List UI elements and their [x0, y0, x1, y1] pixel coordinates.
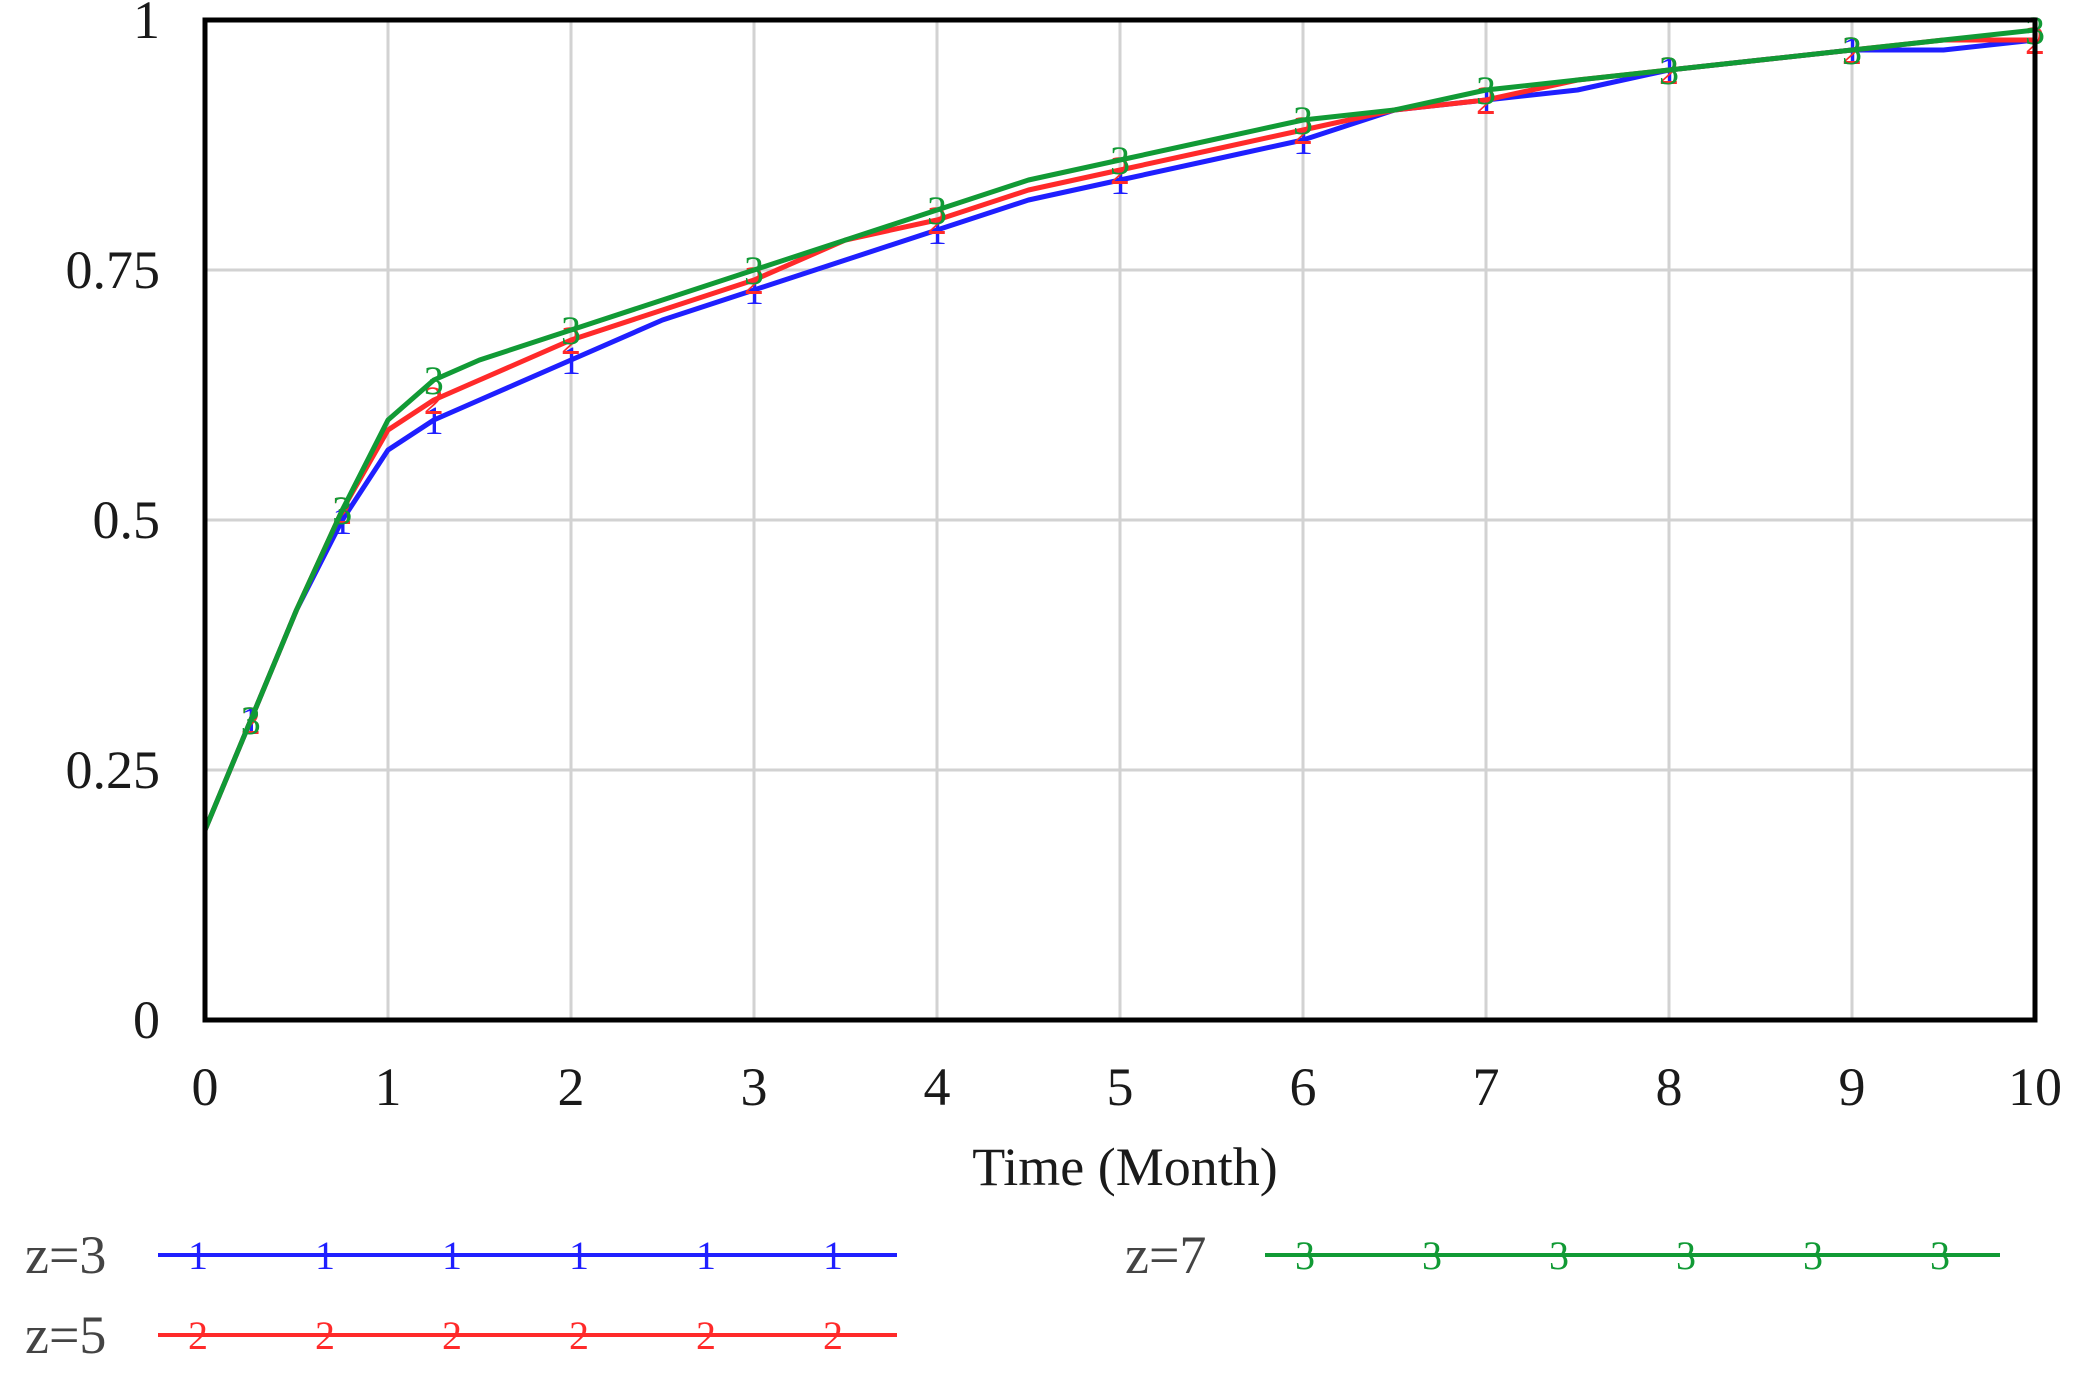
x-tick-label: 9	[1839, 1057, 1866, 1117]
data-point-marker: 3	[1293, 98, 1313, 143]
x-axis-title: Time (Month)	[972, 1137, 1278, 1197]
data-point-marker: 3	[561, 308, 581, 353]
legend-label: z=7	[1125, 1225, 1206, 1285]
x-tick-label: 2	[558, 1057, 585, 1117]
data-point-marker: 3	[1659, 48, 1679, 93]
legend-marker: 3	[1549, 1233, 1569, 1278]
data-point-marker: 1	[332, 498, 352, 543]
data-point-marker: 3	[1842, 28, 1862, 73]
legend: z=3 1 1 1 1 1 1 z=5 2 2 2 2 2 2 z=7 3 3 3 3 3 3	[25, 1225, 2000, 1365]
x-tick-label: 3	[741, 1057, 768, 1117]
legend-marker: 1	[188, 1233, 208, 1278]
series-line-z=7	[202, 27, 2036, 831]
y-tick-label: 1	[133, 0, 160, 50]
legend-marker: 1	[823, 1233, 843, 1278]
legend-label: z=5	[25, 1305, 106, 1365]
x-tick-label: 5	[1107, 1057, 1134, 1117]
y-tick-label: 0	[133, 990, 160, 1050]
x-tick-label: 0	[192, 1057, 219, 1117]
y-tick-label: 0.25	[66, 740, 161, 800]
legend-marker: 3	[1930, 1233, 1950, 1278]
data-point-marker: 3	[424, 358, 444, 403]
data-point-marker: 1	[561, 338, 581, 383]
legend-marker: 1	[569, 1233, 589, 1278]
data-point-marker: 1	[424, 398, 444, 443]
legend-label: z=3	[25, 1225, 106, 1285]
x-tick-label: 7	[1473, 1057, 1500, 1117]
legend-marker: 1	[696, 1233, 716, 1278]
data-point-marker: 3	[332, 488, 352, 533]
plot-frame	[202, 17, 2038, 1023]
y-tick-label: 0.75	[66, 240, 161, 300]
legend-marker: 2	[442, 1313, 462, 1358]
x-tick-label: 10	[2008, 1057, 2062, 1117]
gridlines	[205, 20, 2035, 1020]
legend-marker: 2	[696, 1313, 716, 1358]
data-point-marker: 3	[241, 698, 261, 743]
legend-marker: 1	[442, 1233, 462, 1278]
y-tick-label: 0.5	[93, 490, 161, 550]
x-tick-label: 6	[1290, 1057, 1317, 1117]
legend-marker: 2	[823, 1313, 843, 1358]
legend-marker: 2	[569, 1313, 589, 1358]
legend-marker: 2	[315, 1313, 335, 1358]
legend-marker: 3	[1422, 1233, 1442, 1278]
legend-marker: 3	[1803, 1233, 1823, 1278]
x-tick-label: 1	[375, 1057, 402, 1117]
legend-marker: 3	[1295, 1233, 1315, 1278]
data-point-marker: 3	[927, 188, 947, 233]
x-tick-label: 4	[924, 1057, 951, 1117]
x-tick-label: 8	[1656, 1057, 1683, 1117]
data-point-marker: 2	[424, 378, 444, 423]
data-point-marker: 3	[1110, 138, 1130, 183]
legend-marker: 3	[1676, 1233, 1696, 1278]
legend-marker: 2	[188, 1313, 208, 1358]
data-point-marker: 3	[744, 248, 764, 293]
legend-marker: 1	[315, 1233, 335, 1278]
data-point-marker: 3	[1476, 68, 1496, 113]
